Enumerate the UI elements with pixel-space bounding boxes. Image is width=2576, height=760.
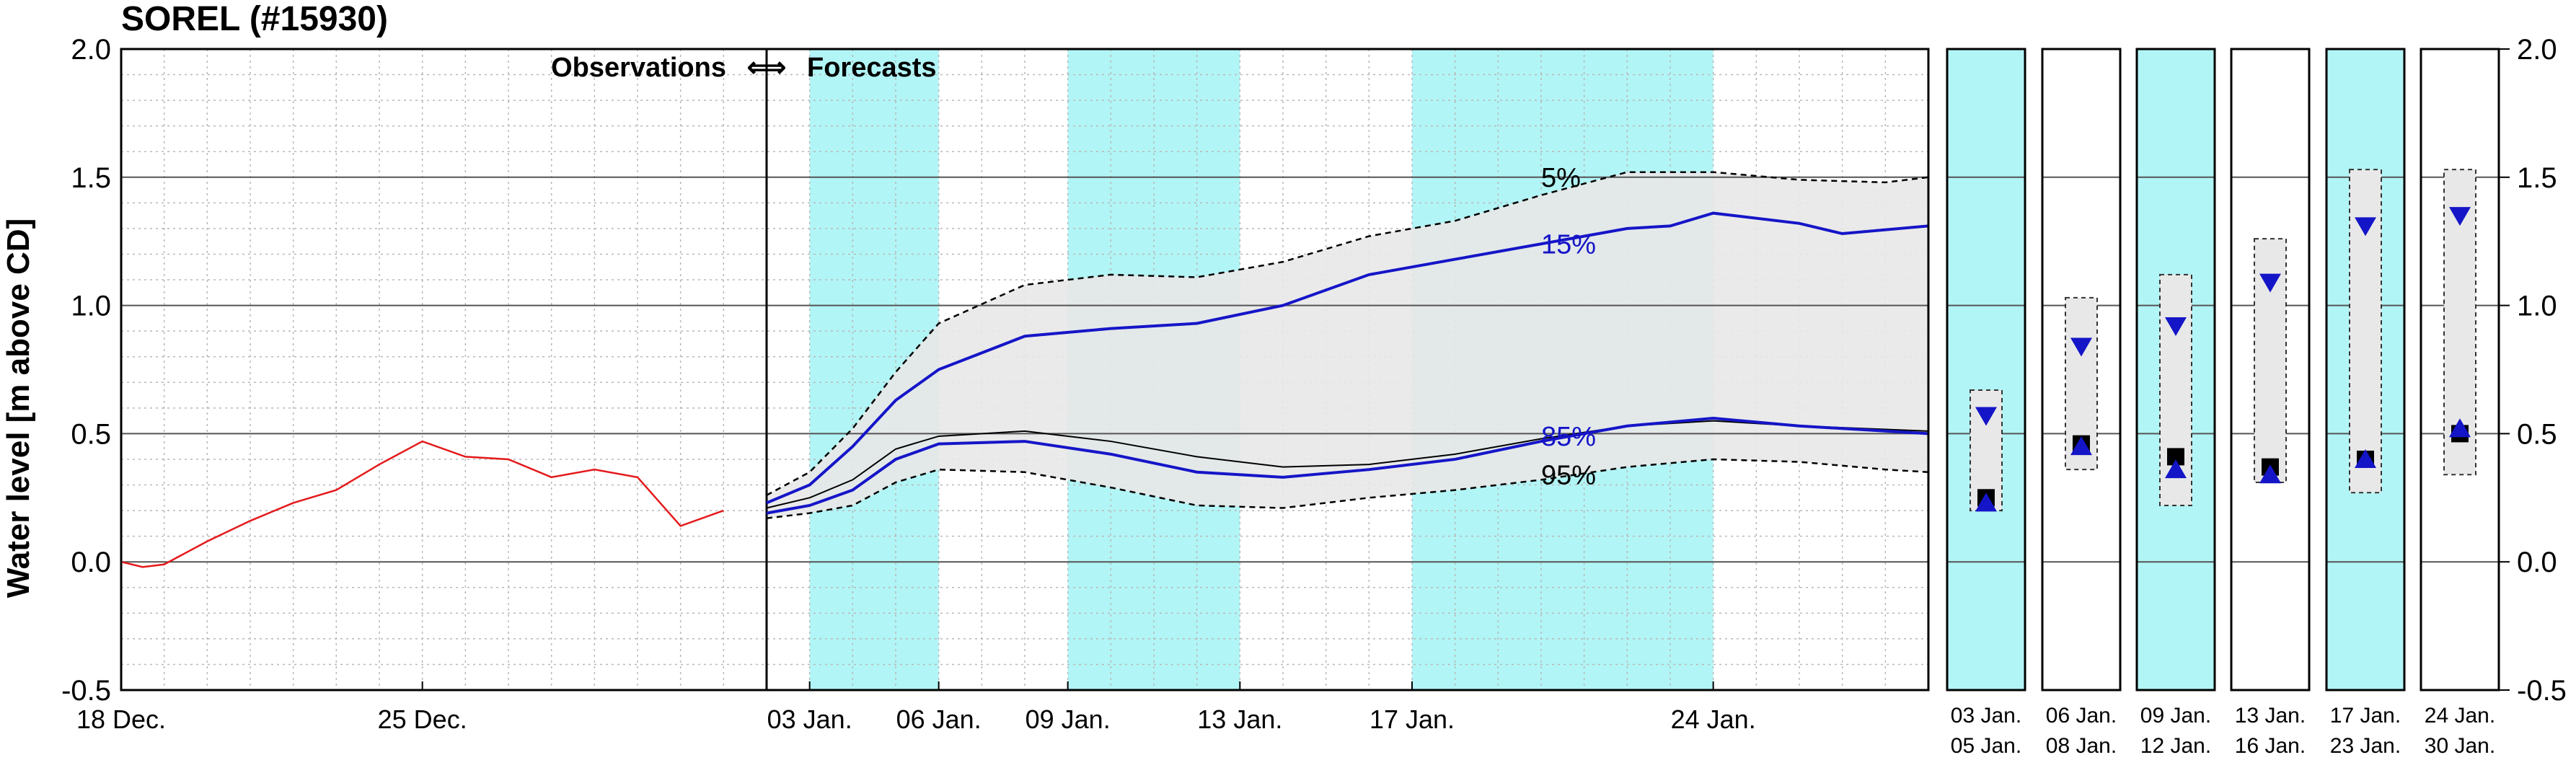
panel-start-date: 13 Jan. — [2235, 704, 2306, 728]
panel-start-date: 09 Jan. — [2140, 704, 2211, 728]
panel-min-marker — [2355, 449, 2376, 468]
y-tick-label-left: -0.5 — [61, 675, 111, 707]
panel-max-marker — [2355, 217, 2376, 237]
panel-min-marker — [2070, 436, 2092, 456]
period-panel-2: 06 Jan. 08 Jan. — [2041, 48, 2122, 758]
x-tick-label: 13 Jan. — [1197, 704, 1282, 734]
panel-min-marker — [2165, 459, 2187, 479]
percentile-label-5: 5% — [1541, 163, 1581, 193]
y-tick-label-right: 2.0 — [2517, 34, 2557, 66]
panel-start-date: 06 Jan. — [2046, 704, 2117, 728]
period-panel-3: 09 Jan. 12 Jan. — [2135, 48, 2216, 758]
y-tick-label-left: 0.5 — [71, 418, 111, 450]
forecast-line-p85 — [766, 417, 1929, 515]
panel-min-marker — [2449, 418, 2471, 438]
panel-end-date: 30 Jan. — [2425, 734, 2495, 758]
x-tick-label: 25 Dec. — [378, 704, 467, 734]
x-tick-label: 03 Jan. — [767, 704, 852, 734]
x-tick-label: 09 Jan. — [1025, 704, 1111, 734]
panel-end-date: 05 Jan. — [1951, 734, 2021, 758]
observed-water-level-line — [120, 440, 724, 568]
y-tick-label-left: 0.0 — [71, 547, 111, 578]
period-panel-5: 17 Jan. 23 Jan. — [2325, 48, 2406, 758]
panel-max-marker — [2259, 273, 2281, 293]
panel-max-marker — [2165, 317, 2187, 337]
panel-end-date: 08 Jan. — [2046, 734, 2117, 758]
period-summary-panels: 03 Jan. 05 Jan. 06 Jan. 08 Jan. 09 Jan. 12 Ja… — [1946, 48, 2500, 758]
panel-end-date: 23 Jan. — [2330, 734, 2401, 758]
y-tick-label-right: 0.5 — [2517, 418, 2557, 450]
panel-frame — [2041, 48, 2122, 691]
y-tick-label-left: 2.0 — [71, 34, 111, 66]
panel-frame — [2230, 48, 2311, 691]
panel-start-date: 24 Jan. — [2425, 704, 2495, 728]
panel-max-marker — [2070, 337, 2092, 357]
panel-start-date: 17 Jan. — [2330, 704, 2401, 728]
period-panel-1: 03 Jan. 05 Jan. — [1946, 48, 2026, 758]
panel-max-marker — [1975, 407, 1997, 426]
forecast-line-p95 — [766, 458, 1929, 519]
y-axis-label: Water level [m above CD] — [1, 218, 36, 598]
panel-frame — [2325, 48, 2406, 691]
y-tick-label-right: -0.5 — [2517, 675, 2567, 707]
panel-end-date: 16 Jan. — [2235, 734, 2306, 758]
x-tick-label: 24 Jan. — [1671, 704, 1756, 734]
main-plot-area: Observations ⟺ Forecasts 5% 15% 85% 95% 2.0 2.0 1… — [61, 34, 2567, 734]
panel-min-marker — [2259, 464, 2281, 484]
y-tick-label-right: 1.0 — [2517, 291, 2557, 322]
x-tick-label: 06 Jan. — [896, 704, 982, 734]
panel-min-marker — [1975, 492, 1997, 512]
percentile-label-15: 15% — [1541, 229, 1596, 260]
y-tick-label-right: 1.5 — [2517, 162, 2557, 194]
panel-start-date: 03 Jan. — [1951, 704, 2021, 728]
panel-frame — [2420, 48, 2500, 691]
chart-title: SOREL (#15930) — [121, 0, 388, 38]
period-panel-4: 13 Jan. 16 Jan. — [2230, 48, 2311, 758]
plot-frame — [120, 48, 1930, 691]
panel-frame — [1946, 48, 2026, 691]
x-tick-label: 18 Dec. — [76, 704, 166, 734]
observations-label: Observations — [551, 53, 726, 83]
y-tick-label-left: 1.5 — [71, 162, 111, 194]
forecast-line-p5 — [766, 171, 1929, 496]
percentile-label-95: 95% — [1541, 460, 1596, 490]
panel-end-date: 12 Jan. — [2140, 734, 2211, 758]
panel-background — [1947, 49, 2025, 690]
forecast-line-p15 — [766, 211, 1929, 505]
percentile-label-85: 85% — [1541, 422, 1596, 452]
period-panel-6: 24 Jan. 30 Jan. — [2420, 48, 2500, 758]
panel-frame — [2135, 48, 2216, 691]
panel-max-marker — [2449, 207, 2471, 226]
forecast-band-5-95 — [767, 172, 1928, 518]
y-tick-label-right: 0.0 — [2517, 547, 2557, 578]
forecasts-label: Forecasts — [807, 53, 937, 83]
x-tick-label: 17 Jan. — [1369, 704, 1455, 734]
divider-arrow: ⟺ — [747, 53, 786, 83]
y-tick-label-left: 1.0 — [71, 291, 111, 322]
